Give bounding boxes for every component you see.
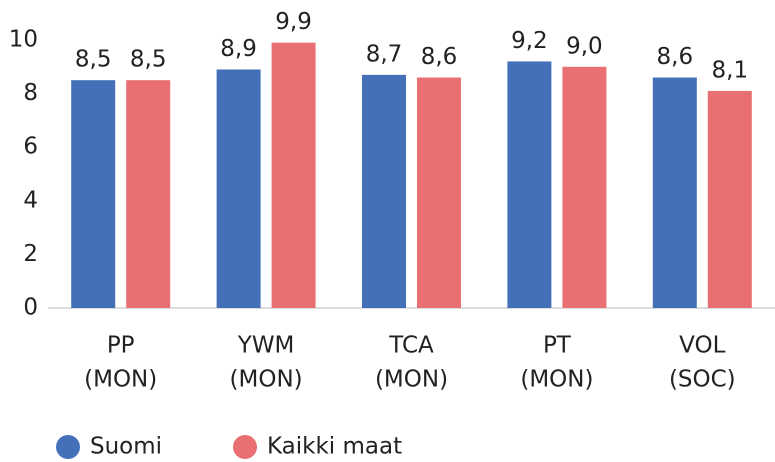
x-tick-label: (MON): [520, 367, 593, 393]
data-label: 8,1: [712, 57, 749, 83]
y-tick-label: 4: [23, 187, 38, 213]
x-tick-label: (MON): [84, 367, 157, 393]
bar: [216, 69, 261, 308]
x-tick-label: YWM: [237, 333, 295, 359]
data-label: 8,7: [366, 41, 403, 67]
y-tick-label: 8: [23, 80, 38, 106]
x-tick-label: TCA: [388, 333, 434, 359]
y-tick-label: 2: [23, 241, 38, 267]
data-label: 8,9: [220, 36, 257, 62]
data-label: 9,2: [511, 28, 548, 54]
x-tick-label: (MON): [230, 367, 303, 393]
bar: [507, 61, 552, 308]
x-tick-label: (MON): [375, 367, 448, 393]
data-label: 8,5: [75, 47, 112, 73]
bar: [271, 42, 316, 309]
bar: [417, 77, 461, 309]
bar: [362, 74, 406, 308]
data-label: 9,9: [275, 9, 312, 35]
data-label: 8,6: [657, 44, 694, 70]
legend-marker: [233, 435, 257, 459]
legend-marker: [56, 435, 80, 459]
x-tick-label: PT: [543, 333, 572, 359]
legend-label: Kaikki maat: [267, 434, 402, 460]
y-tick-label: 10: [9, 27, 38, 53]
bar: [126, 80, 171, 308]
data-label: 9,0: [566, 33, 603, 59]
y-tick-label: 6: [23, 134, 38, 160]
bar: [652, 77, 697, 309]
y-tick-label: 0: [23, 295, 38, 321]
data-label: 8,5: [130, 47, 167, 73]
x-tick-label: (SOC): [669, 367, 736, 393]
bar: [562, 66, 607, 308]
legend-label: Suomi: [90, 434, 162, 460]
bar: [71, 80, 116, 308]
x-tick-label: PP: [107, 333, 135, 359]
bar: [707, 90, 752, 308]
x-tick-label: VOL: [679, 333, 725, 359]
data-label: 8,6: [421, 44, 458, 70]
